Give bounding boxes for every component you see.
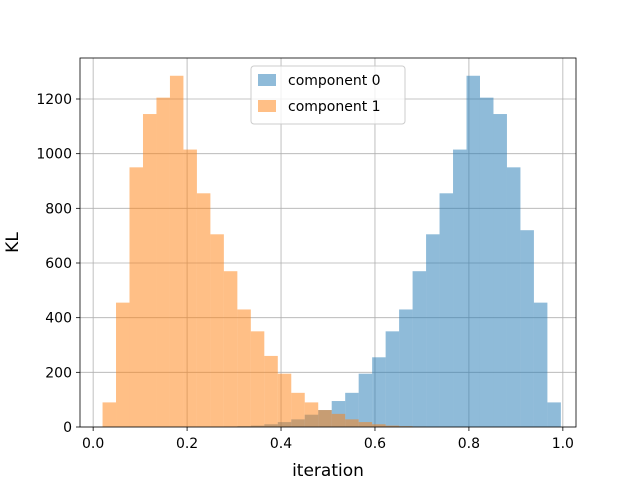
- bar-series-1-bin-13: [277, 373, 292, 427]
- legend-box: [250, 65, 406, 125]
- bar-series-0-bin-18: [345, 392, 359, 427]
- y-axis-ticks: 0 200 400 600 800 1000 1200: [36, 92, 80, 436]
- bar-series-1-bin-19: [358, 422, 373, 427]
- bar-series-1-bin-17: [331, 413, 346, 427]
- x-tick-label-2: 0.4: [270, 436, 292, 452]
- legend-swatch-component-1: [258, 100, 276, 112]
- y-tick-label-4: 800: [45, 201, 72, 217]
- y-tick-label-0: 0: [63, 420, 72, 436]
- bar-series-1-bin-4: [156, 97, 170, 427]
- bar-series-0-bin-20: [372, 357, 386, 427]
- y-tick-label-6: 1200: [36, 92, 72, 108]
- bar-series-0-bin-32: [533, 302, 548, 427]
- x-tick-label-5: 1.0: [552, 436, 574, 452]
- legend-label-component-1: component 1: [288, 99, 381, 115]
- legend-label-component-0: component 0: [288, 73, 381, 89]
- bar-series-0-bin-31: [520, 230, 534, 427]
- bar-series-0-bin-26: [453, 149, 467, 428]
- x-tick-label-4: 0.8: [458, 436, 480, 452]
- bar-series-0-bin-27: [466, 75, 480, 428]
- x-tick-label-1: 0.2: [176, 436, 198, 452]
- bar-series-1-bin-0: [102, 402, 117, 427]
- bar-series-0-bin-33: [547, 402, 561, 427]
- bar-series-0-bin-21: [385, 331, 400, 427]
- legend-swatch-component-0: [258, 74, 276, 86]
- x-tick-label-3: 0.6: [364, 436, 386, 452]
- bar-series-1-bin-3: [142, 114, 157, 428]
- bar-series-0-bin-28: [479, 97, 494, 427]
- bar-series-1-bin-10: [237, 309, 251, 427]
- bar-series-1-bin-15: [304, 402, 319, 427]
- y-tick-label-5: 1000: [36, 147, 72, 163]
- bar-series-1-bin-11: [250, 331, 265, 427]
- plot-frame: [79, 57, 577, 428]
- x-axis-ticks: 0.0 0.2 0.4 0.6 0.8 1.0: [82, 427, 574, 452]
- x-axis-label: iteration: [292, 461, 364, 480]
- bar-series-0-bin-30: [506, 167, 521, 428]
- bar-series-1-bin-12: [264, 355, 278, 427]
- bar-series-1-bin-9: [223, 271, 238, 427]
- legend: component 0 component 1: [250, 65, 406, 125]
- x-tick-label-0: 0.0: [82, 436, 104, 452]
- bar-series-0-bin-22: [399, 309, 413, 427]
- bar-series-1-bin-22: [399, 426, 413, 427]
- bar-series-0-bin-19: [358, 373, 373, 427]
- bar-series-1-bin-20: [372, 424, 386, 427]
- bar-series-1-bin-14: [291, 392, 305, 427]
- bar-series-1-bin-16: [318, 410, 332, 427]
- bar-series-1-bin-7: [196, 193, 211, 427]
- y-axis-label: KL: [3, 232, 23, 253]
- bar-series-1-bin-2: [129, 167, 143, 428]
- bar-series-0-bin-25: [439, 193, 454, 427]
- bar-series-1-bin-8: [210, 234, 224, 427]
- bar-series-1-bin-18: [345, 419, 359, 427]
- bar-series-1-bin-21: [385, 425, 400, 427]
- bar-series-0-bin-24: [426, 234, 440, 427]
- bar-series-0-bin-23: [412, 271, 427, 427]
- bar-series-1-bin-5: [169, 75, 184, 428]
- y-tick-label-3: 600: [45, 256, 72, 272]
- bar-series-1-bin-6: [183, 149, 197, 428]
- bar-series-0-bin-29: [493, 114, 507, 428]
- bars-group: [102, 75, 561, 428]
- axes-frame: [79, 57, 577, 428]
- bar-series-1-bin-1: [116, 302, 130, 427]
- y-tick-label-2: 400: [45, 311, 72, 327]
- y-tick-label-1: 200: [45, 365, 72, 381]
